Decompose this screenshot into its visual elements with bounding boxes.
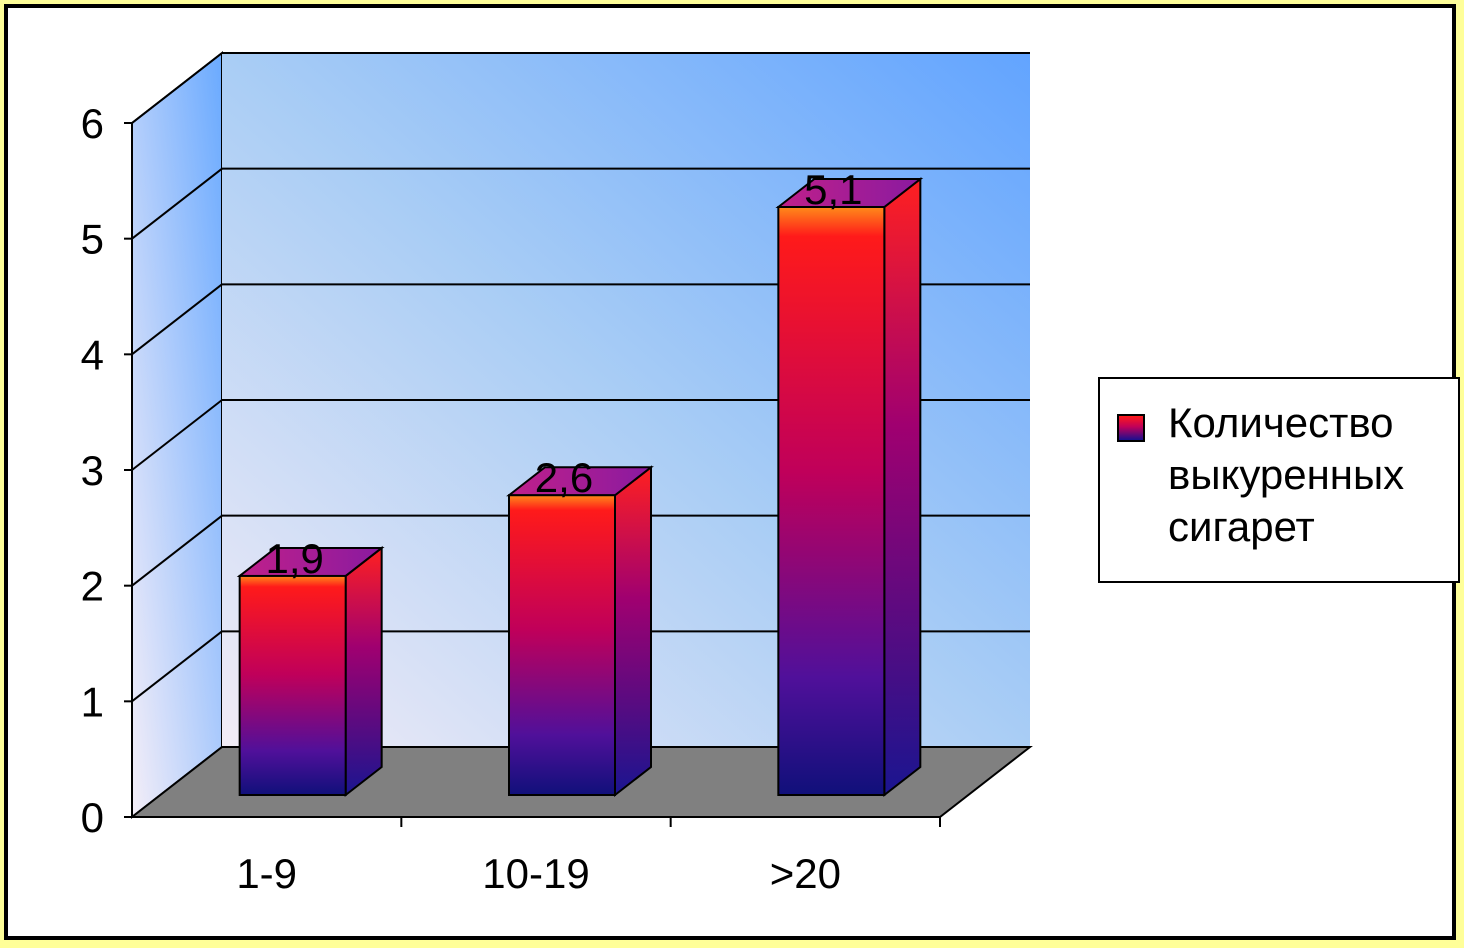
legend-label: Количество выкуренных сигарет (1168, 399, 1405, 550)
y-tick-label: 5 (81, 216, 104, 263)
gridline-side (131, 52, 223, 124)
bar-front-face (508, 494, 616, 796)
bar-side-face (883, 176, 922, 798)
y-tick-label: 6 (81, 100, 104, 147)
bar (506, 465, 654, 798)
bars (236, 176, 924, 798)
y-tick-label: 0 (81, 794, 104, 841)
y-tick-label: 2 (81, 563, 104, 610)
bar-front-face (777, 206, 886, 796)
axes: 0 1 2 3 4 5 6 1-9 10-19 >20 (81, 100, 941, 897)
bar-side-face (344, 545, 383, 798)
gridline-side (131, 167, 223, 240)
legend: Количество выкуренных сигарет (1098, 377, 1460, 583)
x-tick-label: 10-19 (482, 850, 589, 897)
y-tick-label: 4 (81, 331, 104, 378)
gridline-side (131, 514, 223, 587)
legend-swatch (1117, 414, 1145, 442)
x-tick-label: >20 (770, 850, 841, 897)
y-tick-label: 1 (81, 678, 104, 725)
data-label: 2,6 (535, 454, 593, 501)
y-tick-label: 3 (81, 447, 104, 494)
labels: 1,9 2,6 5,1 (265, 166, 862, 582)
data-label: 1,9 (265, 535, 323, 582)
bar-side-face (614, 465, 652, 798)
bar (236, 545, 385, 798)
bar (775, 176, 924, 798)
bar-front-face (238, 574, 347, 796)
gridline-side (131, 399, 223, 471)
x-tick-label: 1-9 (236, 850, 297, 897)
gridline-side (131, 283, 223, 356)
gridline-side (131, 630, 223, 703)
data-label: 5,1 (804, 166, 862, 213)
